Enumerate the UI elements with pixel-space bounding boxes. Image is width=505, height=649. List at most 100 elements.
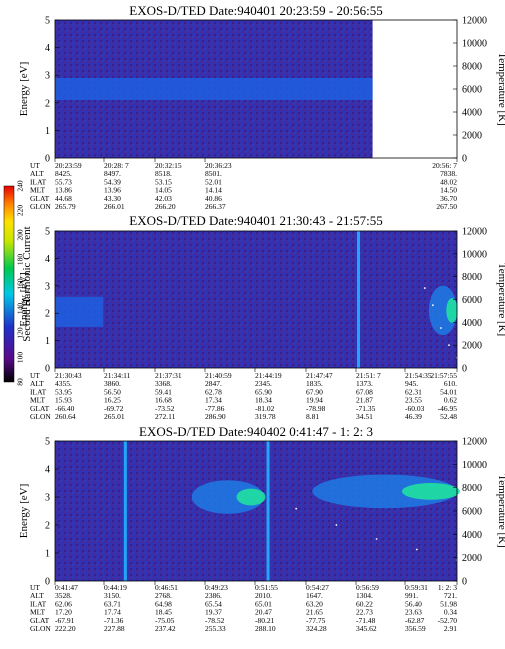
table-cell: 19.94	[306, 396, 323, 405]
y2-axis-label: Temperature [K]	[496, 263, 505, 336]
table-cell: 610.	[444, 379, 457, 388]
row-label-glat: GLAT	[30, 616, 50, 625]
intensity-patch	[428, 285, 457, 336]
table-cell: 20:32:15	[155, 161, 182, 170]
temperature-point	[375, 538, 378, 540]
table-cell: -60.03	[405, 404, 425, 413]
table-cell: 56.40	[405, 599, 422, 608]
orbit-table: UTALTILATMLTGLATGLON20:23:598425.55.7313…	[30, 161, 457, 211]
row-label-ut: UT	[30, 371, 40, 380]
table-cell: -77.86	[205, 404, 225, 413]
table-cell: 356.59	[405, 624, 426, 633]
row-label-glat: GLAT	[30, 404, 50, 413]
table-cell: 21.87	[356, 396, 373, 405]
table-cell: 40.86	[205, 194, 222, 203]
y2-tick-label: 8000	[462, 272, 482, 283]
y-tick-label: 2	[45, 309, 50, 320]
table-cell: 54.01	[440, 387, 457, 396]
table-cell: 21:57:55	[430, 371, 457, 380]
intensity-patch	[191, 480, 265, 514]
panel-title: EXOS-D/TED Date:940401 20:23:59 - 20:56:…	[129, 3, 382, 18]
table-cell: 2386.	[205, 591, 222, 600]
row-label-glon: GLON	[30, 202, 51, 211]
table-cell: -71.35	[356, 404, 376, 413]
y-tick-label: 5	[45, 227, 50, 238]
panel-1: EXOS-D/TED Date:940401 20:23:59 - 20:56:…	[18, 3, 505, 211]
table-cell: -78.52	[205, 616, 225, 625]
y2-tick-label: 12000	[462, 227, 487, 238]
y2-tick-label: 0	[462, 154, 467, 165]
table-cell: 48.02	[440, 177, 457, 186]
table-cell: 14.05	[155, 186, 172, 195]
table-cell: 21.65	[306, 608, 323, 617]
energy-band	[55, 296, 104, 327]
table-cell: 21:30:43	[55, 371, 82, 380]
y2-tick-label: 0	[462, 364, 467, 375]
table-cell: 62.78	[205, 387, 222, 396]
table-cell: 721.	[444, 591, 457, 600]
table-cell: 8501.	[205, 169, 222, 178]
table-cell: 64.98	[155, 599, 172, 608]
table-cell: -52.70	[438, 616, 458, 625]
colorbar-tick-label: 100	[16, 352, 25, 364]
table-cell: 2010.	[255, 591, 272, 600]
colorbar-tick-label: 80	[16, 378, 25, 386]
y-tick-label: 2	[45, 521, 50, 532]
table-cell: 4355.	[55, 379, 72, 388]
table-cell: 17.74	[104, 608, 121, 617]
row-label-ilat: ILAT	[30, 387, 47, 396]
table-cell: 345.62	[356, 624, 377, 633]
table-cell: 63.20	[306, 599, 323, 608]
table-cell: 52.01	[205, 177, 222, 186]
row-label-glon: GLON	[30, 412, 51, 421]
y2-tick-label: 4000	[462, 530, 482, 541]
table-cell: 1835.	[306, 379, 323, 388]
y2-tick-label: 10000	[462, 249, 487, 260]
table-cell: 59.41	[155, 387, 172, 396]
table-cell: 21:54:35	[405, 371, 432, 380]
table-cell: 255.33	[205, 624, 226, 633]
y-tick-label: 5	[45, 437, 50, 448]
table-cell: 319.78	[255, 412, 276, 421]
table-cell: 20:28: 7	[104, 161, 129, 170]
table-cell: 0:46:51	[155, 583, 178, 592]
colorbar-tick-label: 220	[16, 205, 25, 217]
y-tick-label: 4	[45, 43, 50, 54]
panel-title: EXOS-D/TED Date:940401 21:30:43 - 21:57:…	[129, 213, 382, 228]
table-cell: -73.52	[155, 404, 175, 413]
y2-tick-label: 2000	[462, 131, 482, 142]
table-cell: 56.50	[104, 387, 121, 396]
table-cell: 3860.	[104, 379, 121, 388]
table-cell: -69.72	[104, 404, 124, 413]
row-label-mlt: MLT	[30, 608, 46, 617]
table-cell: 0:44:19	[104, 583, 127, 592]
y-axis-label: Energy [eV]	[18, 484, 30, 538]
row-label-mlt: MLT	[30, 396, 46, 405]
y2-tick-label: 2000	[462, 341, 482, 352]
row-label-alt: ALT	[30, 379, 44, 388]
table-cell: 42.03	[155, 194, 172, 203]
table-cell: 286.90	[205, 412, 226, 421]
table-cell: 20:23:59	[55, 161, 82, 170]
table-cell: 0.34	[444, 608, 457, 617]
table-cell: 8518.	[155, 169, 172, 178]
table-cell: 272.11	[155, 412, 176, 421]
y2-tick-label: 8000	[462, 62, 482, 73]
table-cell: 0:54:27	[306, 583, 329, 592]
table-cell: 222.20	[55, 624, 76, 633]
table-cell: 324.28	[306, 624, 327, 633]
table-cell: 1304.	[356, 591, 373, 600]
table-cell: 17.20	[55, 608, 72, 617]
temperature-point	[440, 327, 442, 329]
colorbar-tick-label: 140	[16, 303, 25, 315]
table-cell: 36.70	[440, 194, 457, 203]
y2-tick-label: 8000	[462, 483, 482, 494]
table-cell: 13.86	[55, 186, 72, 195]
table-cell: -77.75	[306, 616, 326, 625]
table-cell: 53.95	[55, 387, 72, 396]
intensity-core	[236, 488, 266, 506]
table-cell: -66.40	[55, 404, 75, 413]
y2-tick-label: 4000	[462, 318, 482, 329]
